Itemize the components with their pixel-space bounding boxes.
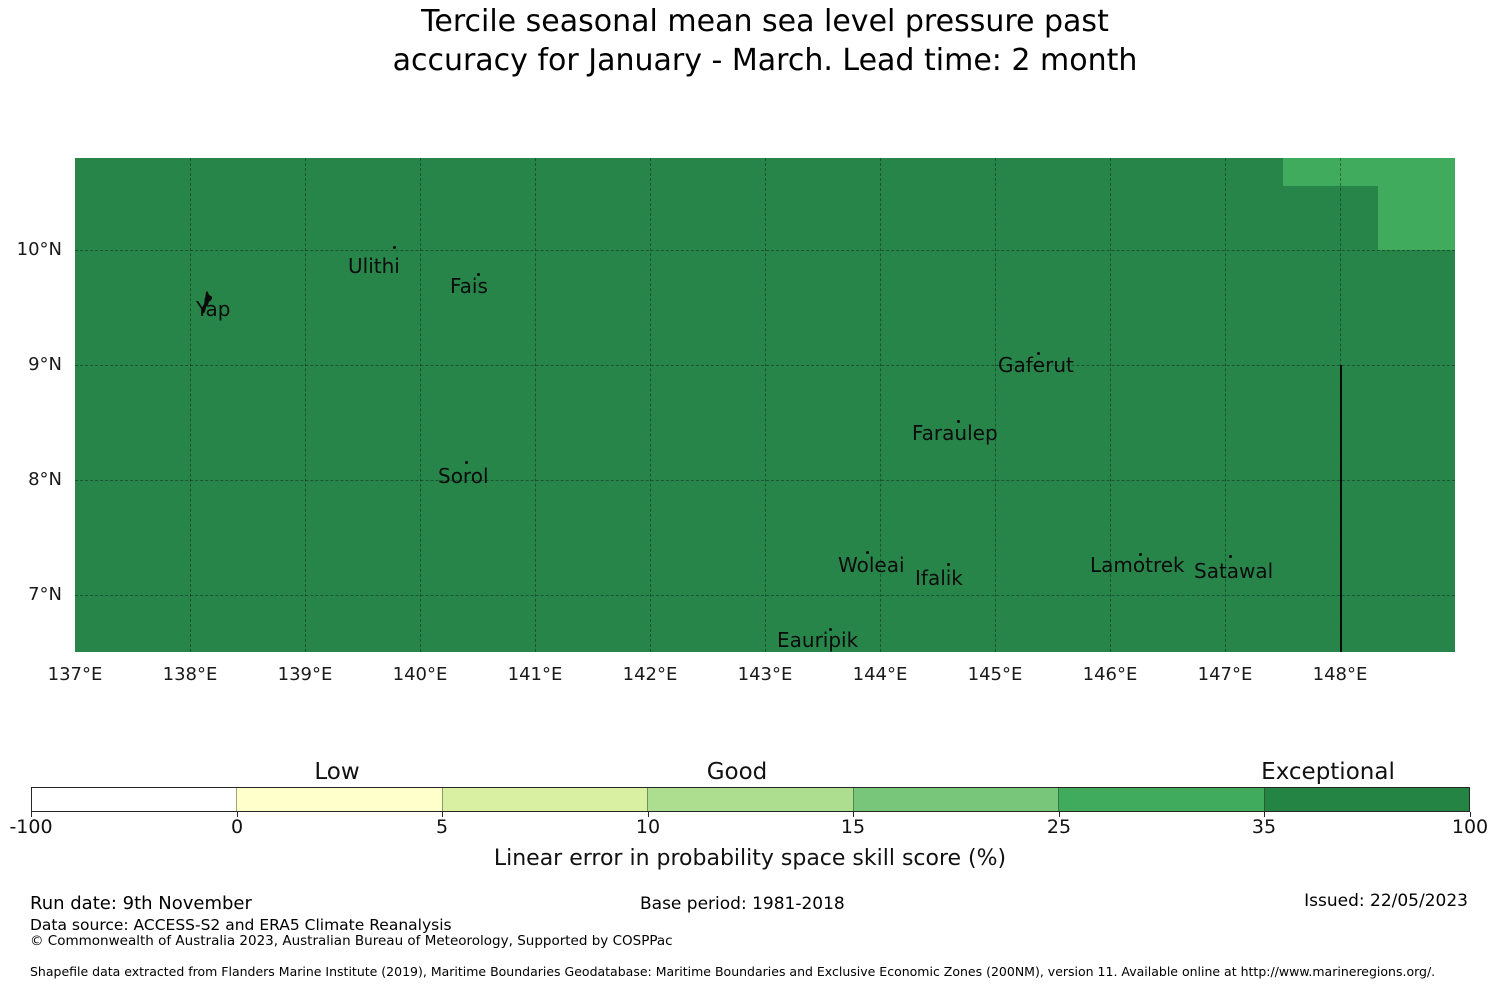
title-line-2: accuracy for January - March. Lead time:… xyxy=(392,43,1138,78)
lon-tick-label: 140°E xyxy=(392,664,448,685)
colorbar-tick xyxy=(31,812,32,817)
footer-shapefile-note: Shapefile data extracted from Flanders M… xyxy=(30,964,1436,979)
island-marker-dot xyxy=(947,563,950,566)
lon-tick-label: 139°E xyxy=(277,664,333,685)
colorbar-segment--100-to-0 xyxy=(32,788,237,811)
lat-tick-label: 7°N xyxy=(28,584,62,605)
colorbar-category-label: Good xyxy=(706,759,768,785)
colorbar-tick xyxy=(648,812,649,817)
colorbar-tick xyxy=(1264,812,1265,817)
footer-copyright: © Commonwealth of Australia 2023, Austra… xyxy=(30,933,673,949)
island-label-woleai: Woleai xyxy=(838,553,905,577)
island-label-eauripik: Eauripik xyxy=(777,628,859,652)
island-marker-dot xyxy=(1139,553,1142,556)
footer-data-source: Data source: ACCESS-S2 and ERA5 Climate … xyxy=(30,916,452,934)
map-gridline-vertical xyxy=(650,158,651,652)
eez-boundary-line xyxy=(1340,365,1342,652)
island-islet-icon xyxy=(200,291,216,321)
island-marker-dot xyxy=(829,628,832,631)
lon-tick-label: 138°E xyxy=(162,664,218,685)
lon-tick-label: 146°E xyxy=(1082,664,1138,685)
island-label-satawal: Satawal xyxy=(1194,559,1274,583)
colorbar-segment-5-to-10 xyxy=(441,788,648,811)
lon-tick-label: 142°E xyxy=(622,664,678,685)
footer-run-date: Run date: 9th November xyxy=(30,893,252,914)
map-gridline-vertical xyxy=(535,158,536,652)
colorbar-axis-label: Linear error in probability space skill … xyxy=(493,846,1007,871)
island-label-ifalik: Ifalik xyxy=(915,566,963,590)
footer-base-period: Base period: 1981-2018 xyxy=(640,894,845,914)
colorbar-tick-label: 15 xyxy=(840,816,866,838)
colorbar-segment-35-to-100 xyxy=(1263,788,1469,811)
map-gridline-vertical xyxy=(765,158,766,652)
colorbar-tick-label: 100 xyxy=(1451,816,1489,838)
island-label-ulithi: Ulithi xyxy=(348,254,400,278)
map-gridline-horizontal xyxy=(75,365,1455,366)
lon-tick-label: 144°E xyxy=(852,664,908,685)
colorbar-category-label: Low xyxy=(314,759,360,785)
island-label-fais: Fais xyxy=(450,274,488,298)
colorbar-tick xyxy=(1470,812,1471,817)
colorbar-tick xyxy=(853,812,854,817)
lon-tick-label: 137°E xyxy=(47,664,103,685)
map-gridline-vertical xyxy=(1225,158,1226,652)
colorbar-segment-15-to-25 xyxy=(852,788,1059,811)
footer-issued-date: Issued: 22/05/2023 xyxy=(1304,891,1468,911)
colorbar-tick xyxy=(442,812,443,817)
colorbar xyxy=(31,787,1470,812)
colorbar-segment-25-to-35 xyxy=(1058,788,1264,811)
colorbar-segment-10-to-15 xyxy=(647,788,853,811)
island-label-lamotrek: Lamotrek xyxy=(1090,553,1185,577)
lon-tick-label: 141°E xyxy=(507,664,563,685)
island-marker-dot xyxy=(1037,352,1040,355)
island-marker-dot xyxy=(465,461,468,464)
island-marker-dot xyxy=(957,420,960,423)
colorbar-tick-label: 5 xyxy=(435,816,449,838)
lat-tick-label: 9°N xyxy=(28,354,62,375)
island-marker-dot xyxy=(477,273,480,276)
colorbar-category-label: Exceptional xyxy=(1261,759,1395,785)
colorbar-tick-label: -100 xyxy=(9,816,53,838)
map-gridline-vertical xyxy=(1110,158,1111,652)
lat-tick-label: 8°N xyxy=(28,469,62,490)
colorbar-tick xyxy=(237,812,238,817)
island-marker-dot xyxy=(393,246,396,249)
island-marker-dot xyxy=(1229,555,1232,558)
map-gridline-horizontal xyxy=(75,480,1455,481)
map-highlight-region xyxy=(1378,186,1455,250)
lon-tick-label: 147°E xyxy=(1197,664,1253,685)
colorbar-tick xyxy=(1059,812,1060,817)
colorbar-tick-label: 0 xyxy=(230,816,244,838)
map-gridline-vertical xyxy=(995,158,996,652)
island-label-faraulep: Faraulep xyxy=(912,421,998,445)
map-gridline-horizontal xyxy=(75,250,1455,251)
colorbar-tick-label: 35 xyxy=(1251,816,1277,838)
map-gridline-vertical xyxy=(420,158,421,652)
lat-tick-label: 10°N xyxy=(16,239,62,260)
lon-tick-label: 148°E xyxy=(1312,664,1368,685)
figure-title: Tercile seasonal mean sea level pressure… xyxy=(75,2,1455,80)
map-gridline-vertical xyxy=(305,158,306,652)
lon-tick-label: 143°E xyxy=(737,664,793,685)
island-marker-dot xyxy=(866,551,869,554)
map-gridline-horizontal xyxy=(75,595,1455,596)
colorbar-tick-label: 25 xyxy=(1046,816,1072,838)
lon-tick-label: 145°E xyxy=(967,664,1023,685)
map-highlight-region xyxy=(1283,158,1455,186)
island-label-gaferut: Gaferut xyxy=(998,353,1074,377)
colorbar-segment-0-to-5 xyxy=(236,788,442,811)
title-line-1: Tercile seasonal mean sea level pressure… xyxy=(421,4,1109,39)
map-gridline-vertical xyxy=(190,158,191,652)
map-area: Yap Ulithi Fais Sorol Gaferut Faraulep Woleai I… xyxy=(75,158,1455,652)
map-gridline-vertical xyxy=(880,158,881,652)
colorbar-tick-label: 10 xyxy=(635,816,661,838)
island-label-sorol: Sorol xyxy=(438,464,489,488)
